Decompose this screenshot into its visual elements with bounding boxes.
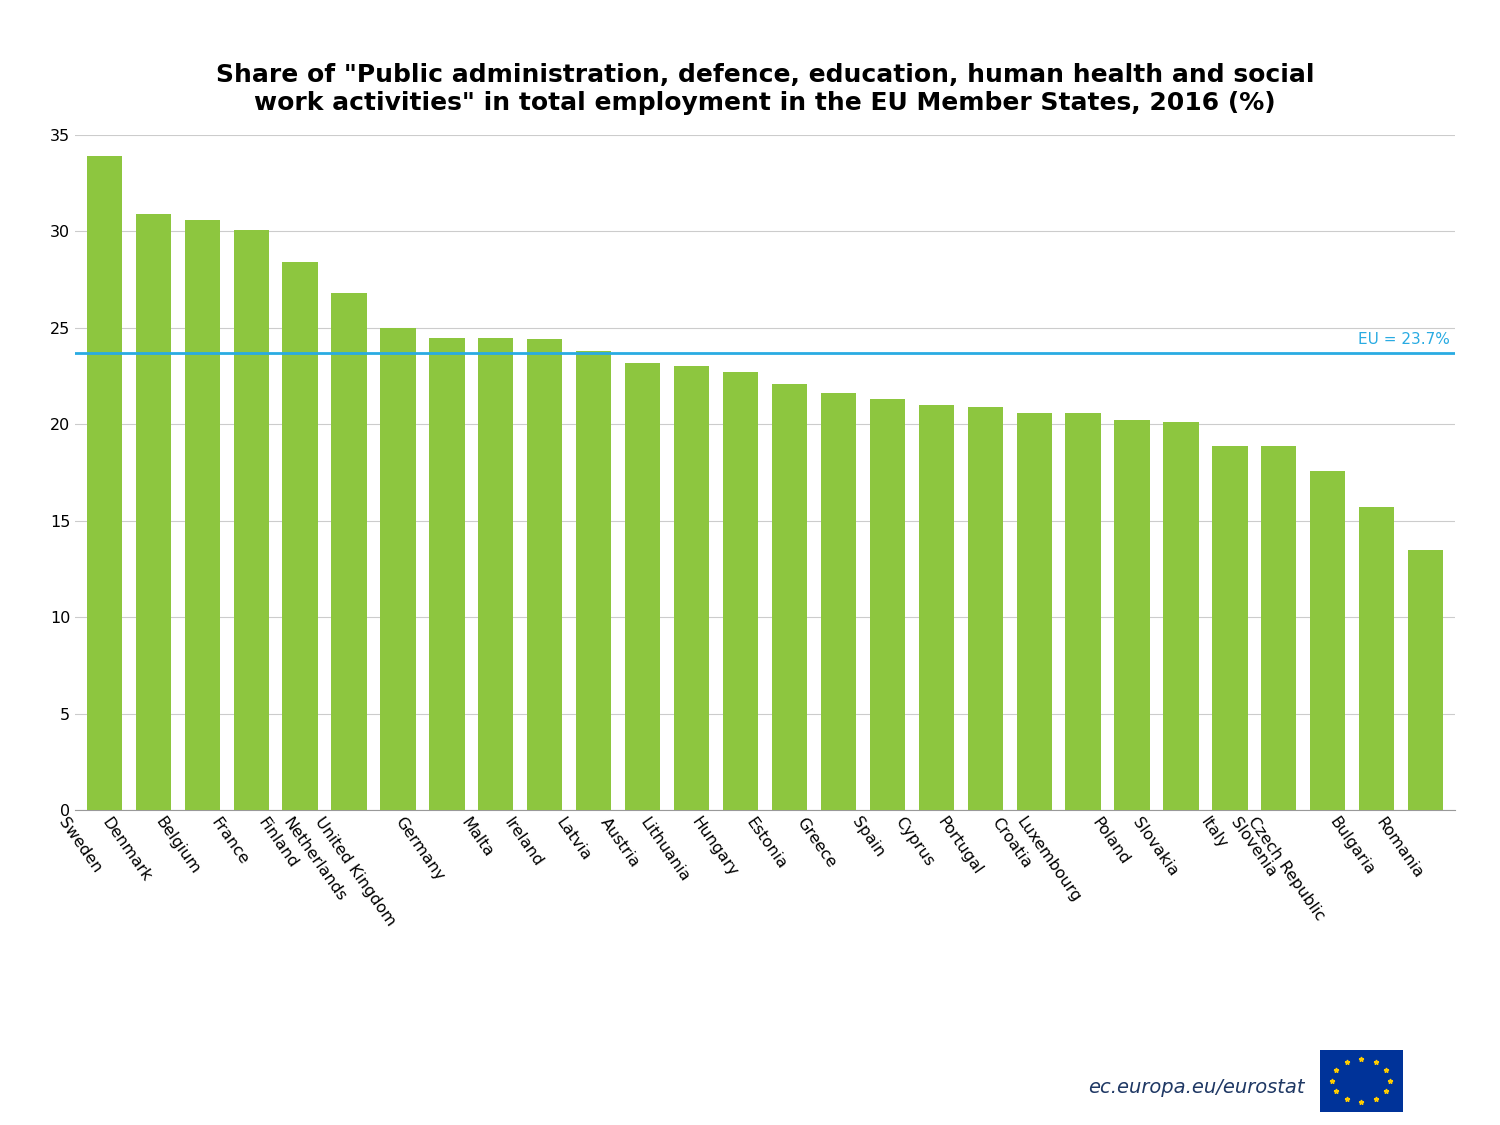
Bar	[968, 407, 1004, 810]
Bar	[772, 384, 807, 810]
Bar	[234, 229, 268, 810]
Bar	[723, 372, 758, 810]
Bar	[381, 327, 416, 810]
Bar	[332, 294, 366, 810]
Bar	[1310, 470, 1346, 810]
Bar	[1212, 446, 1248, 810]
Bar	[87, 156, 122, 810]
Bar	[135, 214, 171, 810]
Bar	[918, 405, 954, 810]
Bar	[1065, 413, 1101, 810]
Bar	[282, 262, 318, 810]
Bar	[1017, 413, 1052, 810]
Bar	[1359, 507, 1395, 810]
Text: ec.europa.eu/eurostat: ec.europa.eu/eurostat	[1089, 1078, 1305, 1097]
Bar	[576, 351, 612, 810]
Bar	[184, 219, 220, 810]
Bar	[626, 362, 660, 810]
Bar	[478, 338, 513, 810]
Bar	[526, 340, 562, 810]
Bar	[1262, 446, 1296, 810]
Bar	[821, 394, 856, 810]
Bar	[1408, 550, 1443, 810]
Text: EU = 23.7%: EU = 23.7%	[1358, 332, 1450, 348]
Bar	[870, 399, 904, 810]
Bar	[429, 338, 465, 810]
Bar	[1164, 422, 1198, 810]
Bar	[1114, 421, 1149, 810]
Title: Share of "Public administration, defence, education, human health and social
wor: Share of "Public administration, defence…	[216, 63, 1314, 115]
Bar	[674, 367, 710, 810]
